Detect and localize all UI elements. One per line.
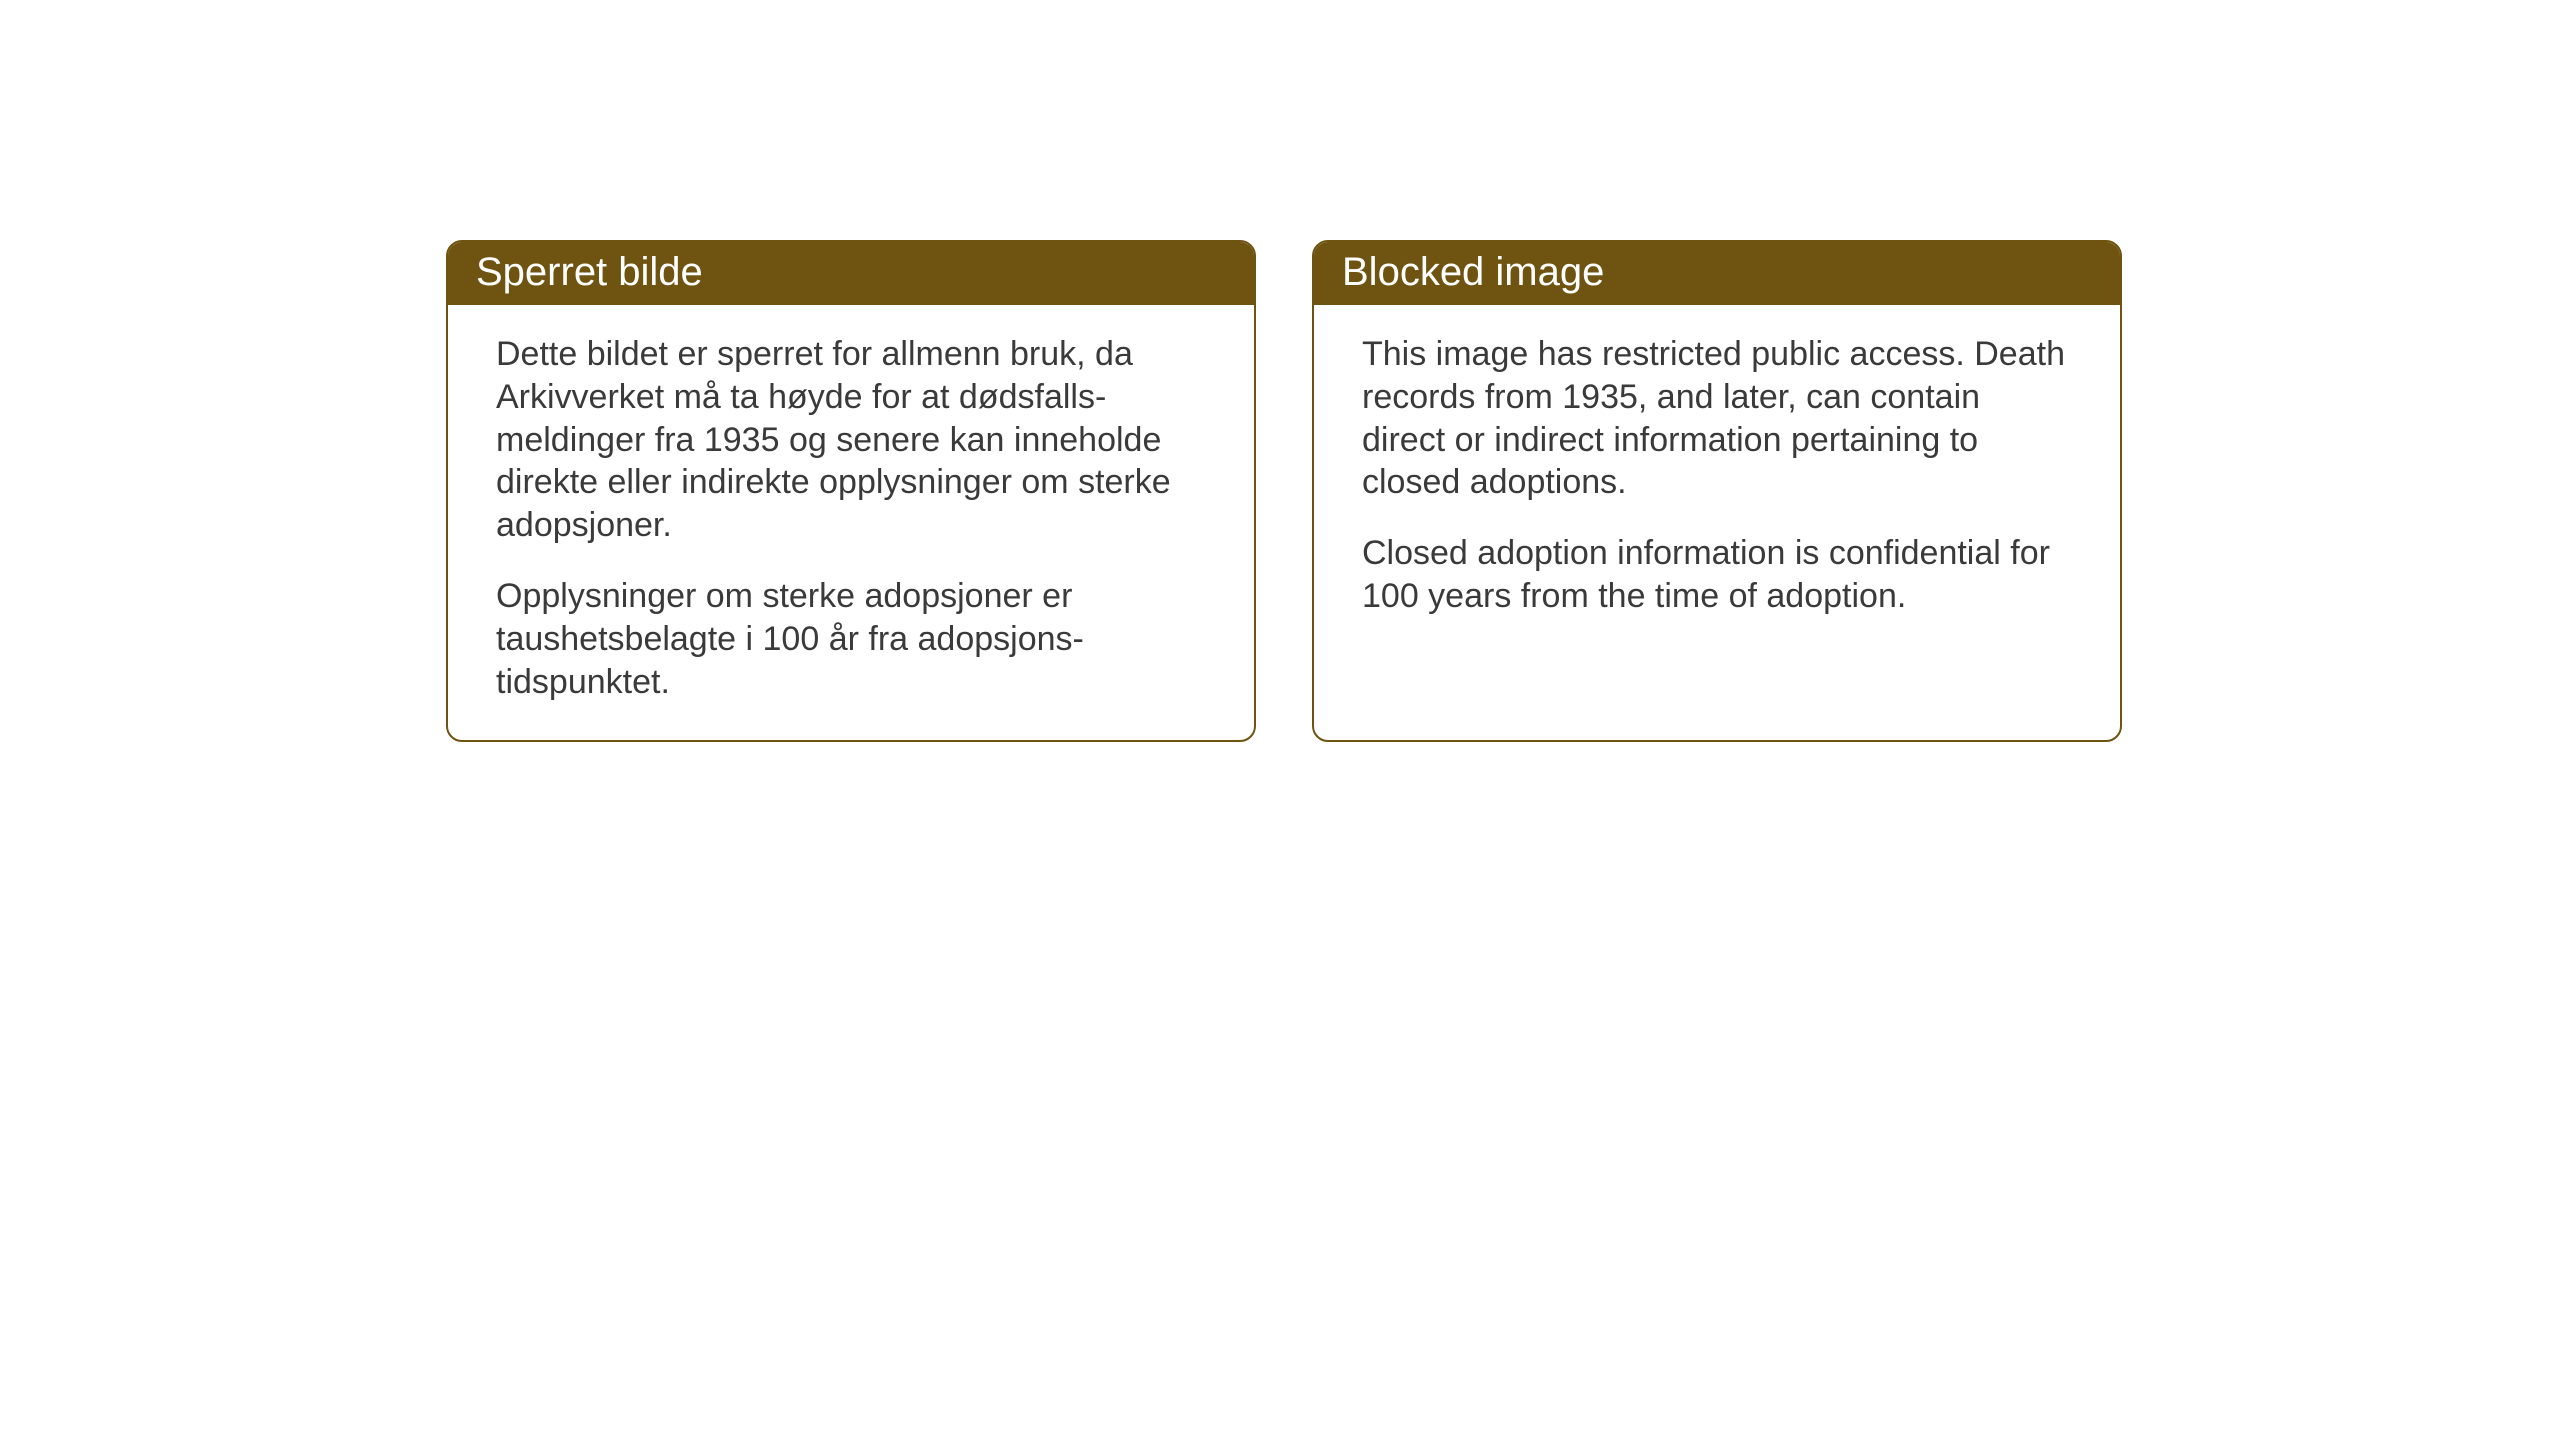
card-norwegian: Sperret bilde Dette bildet er sperret fo… <box>446 240 1256 742</box>
card-english: Blocked image This image has restricted … <box>1312 240 2122 742</box>
card-norwegian-title: Sperret bilde <box>476 250 703 294</box>
card-english-paragraph-2: Closed adoption information is confident… <box>1362 532 2072 618</box>
card-norwegian-paragraph-2: Opplysninger om sterke adopsjoner er tau… <box>496 575 1206 703</box>
card-english-paragraph-1: This image has restricted public access.… <box>1362 333 2072 504</box>
card-english-body: This image has restricted public access.… <box>1314 305 2120 654</box>
card-norwegian-paragraph-1: Dette bildet er sperret for allmenn bruk… <box>496 333 1206 547</box>
cards-container: Sperret bilde Dette bildet er sperret fo… <box>446 240 2122 742</box>
card-english-title: Blocked image <box>1342 250 1604 294</box>
card-norwegian-body: Dette bildet er sperret for allmenn bruk… <box>448 305 1254 740</box>
card-norwegian-header: Sperret bilde <box>448 242 1254 305</box>
card-english-header: Blocked image <box>1314 242 2120 305</box>
